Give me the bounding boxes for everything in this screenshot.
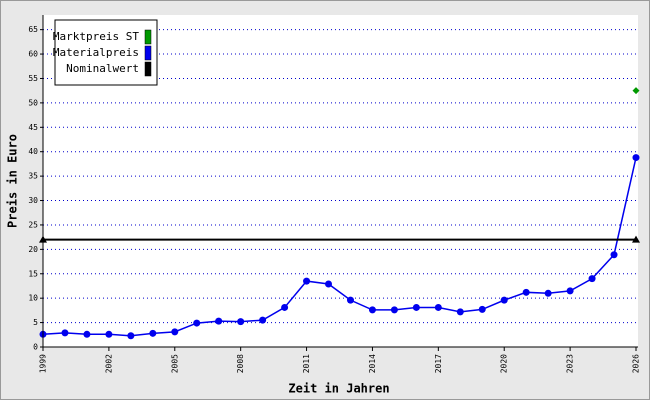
y-tick-label: 65 bbox=[28, 25, 38, 34]
legend-swatch bbox=[144, 29, 152, 45]
point bbox=[390, 306, 398, 314]
x-tick-label: 2011 bbox=[302, 354, 311, 373]
point bbox=[215, 317, 223, 325]
x-tick-label: 1999 bbox=[39, 354, 48, 373]
point bbox=[368, 306, 376, 314]
legend-swatch bbox=[144, 45, 152, 61]
point bbox=[237, 318, 245, 326]
x-tick-label: 2020 bbox=[500, 354, 509, 373]
y-tick-label: 0 bbox=[33, 343, 38, 352]
point bbox=[325, 280, 333, 288]
y-tick-label: 5 bbox=[33, 318, 38, 327]
y-tick-label: 35 bbox=[28, 172, 38, 181]
point bbox=[434, 303, 442, 311]
marks bbox=[39, 87, 640, 340]
point bbox=[259, 316, 267, 324]
legend-label: Materialpreis bbox=[53, 46, 139, 59]
point bbox=[566, 287, 574, 295]
x-tick-label: 2014 bbox=[368, 354, 377, 373]
point bbox=[83, 330, 91, 338]
y-tick-label: 45 bbox=[28, 123, 38, 132]
point bbox=[105, 330, 113, 338]
y-tick-label: 50 bbox=[28, 98, 38, 107]
point bbox=[346, 296, 354, 304]
point bbox=[522, 288, 530, 296]
point bbox=[456, 308, 464, 316]
y-tick-label: 20 bbox=[28, 245, 38, 254]
legend-box bbox=[54, 19, 158, 86]
point bbox=[412, 303, 420, 311]
x-axis-label: Zeit in Jahren bbox=[288, 382, 389, 396]
point bbox=[632, 154, 640, 162]
point bbox=[281, 303, 289, 311]
y-axis-label: Preis in Euro bbox=[6, 134, 20, 228]
y-tick-label: 15 bbox=[28, 269, 38, 278]
point bbox=[632, 235, 640, 243]
legend-swatch bbox=[144, 61, 152, 77]
x-tick-label: 2008 bbox=[236, 354, 245, 373]
grid: 0 5 10 15 20 25 30 35 40 45 50 55 60 65 1999 2002 2005 20… bbox=[28, 25, 640, 373]
y-tick-label: 30 bbox=[28, 196, 38, 205]
y-tick-label: 40 bbox=[28, 147, 38, 156]
y-tick-label: 60 bbox=[28, 50, 38, 59]
y-tick-label: 55 bbox=[28, 74, 38, 83]
point bbox=[610, 251, 618, 259]
x-tick-label: 2026 bbox=[632, 354, 641, 373]
legend: Marktpreis ST Materialpreis Nominalwert bbox=[53, 19, 158, 86]
point bbox=[149, 329, 157, 337]
point bbox=[171, 328, 179, 336]
point bbox=[303, 277, 311, 285]
y-tick-label: 25 bbox=[28, 220, 38, 229]
point bbox=[500, 296, 508, 304]
x-tick-label: 2023 bbox=[566, 354, 575, 373]
point bbox=[544, 289, 552, 297]
point bbox=[632, 87, 640, 95]
legend-label: Marktpreis ST bbox=[53, 30, 139, 43]
x-tick-label: 2017 bbox=[434, 354, 443, 373]
point bbox=[588, 275, 596, 283]
x-tick-label: 2005 bbox=[170, 354, 179, 373]
legend-label: Nominalwert bbox=[66, 62, 139, 75]
point bbox=[478, 305, 486, 313]
point bbox=[127, 332, 135, 340]
point bbox=[193, 319, 201, 327]
x-tick-label: 2002 bbox=[104, 354, 113, 373]
line bbox=[42, 157, 637, 337]
point bbox=[61, 329, 69, 337]
y-tick-label: 10 bbox=[28, 294, 38, 303]
